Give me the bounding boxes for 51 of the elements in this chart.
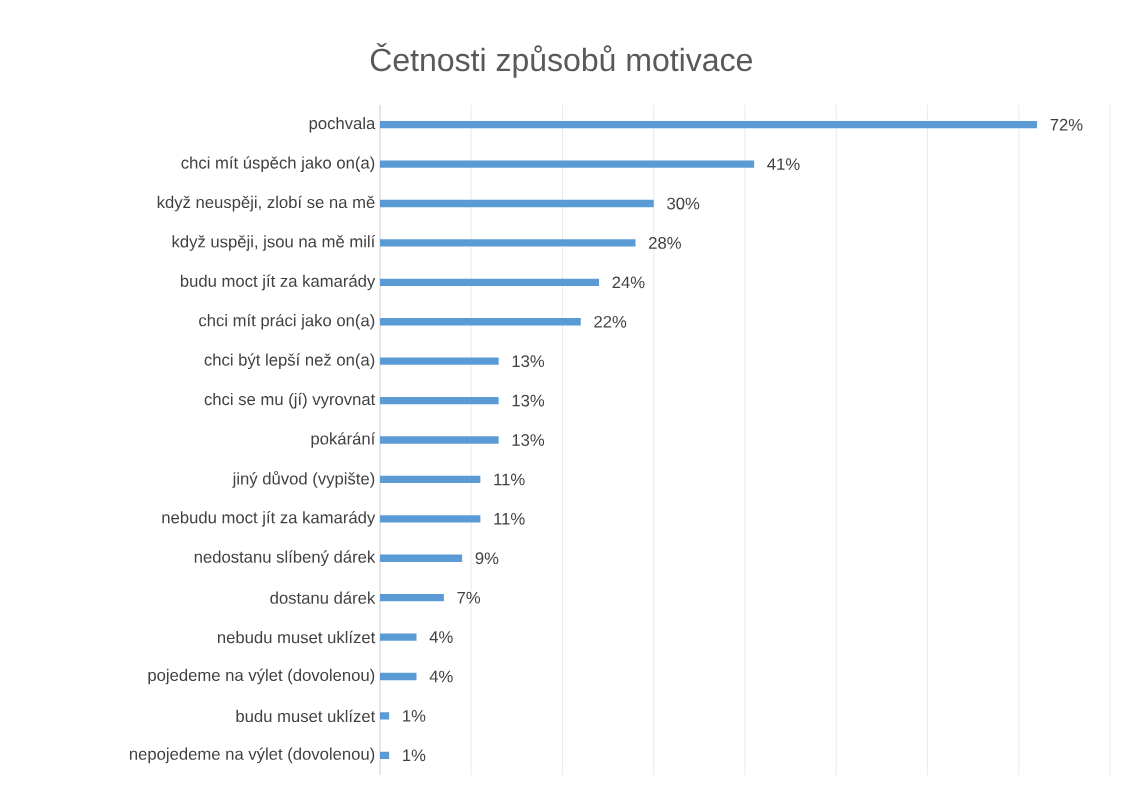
data-label: 28% — [649, 237, 681, 249]
data-label: 24% — [612, 276, 645, 289]
y-tick-label: nedostanu slíbený dárek — [194, 550, 376, 567]
bar — [380, 436, 499, 444]
y-tick-label: pochvala — [309, 116, 376, 133]
data-label: 11% — [494, 473, 525, 486]
data-label: 4% — [429, 670, 453, 683]
bar — [380, 121, 1038, 129]
y-tick-label: dostanu dárek — [270, 591, 376, 604]
bar — [380, 239, 636, 247]
data-label: 1% — [403, 710, 426, 722]
y-tick-label: chci mít úspěch jako on(a) — [181, 156, 375, 172]
y-tick-label: nepojedeme na výlet (dovolenou) — [129, 747, 375, 764]
y-tick-label: nebudu moct jít za kamarády — [162, 510, 376, 527]
data-label: 9% — [475, 552, 499, 565]
y-tick-label: chci mít práci jako on(a) — [199, 313, 375, 330]
y-tick-label: pokárání — [311, 432, 376, 448]
y-tick-label: chci být lepší než on(a) — [204, 353, 375, 370]
data-label: 4% — [429, 631, 453, 643]
y-tick-label: jiný důvod (vypište) — [232, 470, 375, 488]
bar — [380, 712, 390, 720]
data-label: 1% — [403, 749, 426, 762]
y-tick-label: chci se mu (jí) vyrovnat — [204, 392, 376, 409]
data-label: 41% — [767, 158, 800, 170]
bar — [380, 278, 600, 287]
data-label: 13% — [512, 394, 545, 407]
y-tick-label: pojedeme na výlet (dovolenou) — [148, 668, 375, 685]
y-tick-label: budu muset uklízet — [236, 709, 376, 723]
bar — [380, 357, 499, 365]
bar — [380, 672, 417, 681]
data-label: 22% — [594, 315, 627, 328]
y-tick-label: budu moct jít za kamarády — [180, 274, 376, 291]
y-tick-label: když neuspěji, zlobí se na mě — [157, 195, 375, 212]
data-label: 11% — [494, 512, 525, 525]
chart-title: Četnosti způsobů motivace — [370, 43, 752, 78]
y-tick-label: když uspěji, jsou na mě milí — [172, 235, 376, 251]
data-label: 7% — [457, 591, 481, 604]
bar — [380, 554, 463, 562]
bar — [380, 199, 654, 208]
y-tick-label: nebudu muset uklízet — [217, 630, 376, 644]
bar — [380, 593, 444, 602]
bar — [380, 318, 581, 326]
bar — [380, 160, 755, 168]
data-label: 72% — [1050, 118, 1083, 131]
data-label: 13% — [512, 434, 545, 446]
bar — [380, 633, 417, 641]
bar — [380, 515, 481, 523]
data-label: 13% — [512, 355, 545, 368]
bar — [380, 475, 481, 484]
bar — [380, 396, 499, 405]
data-label: 30% — [667, 197, 700, 210]
